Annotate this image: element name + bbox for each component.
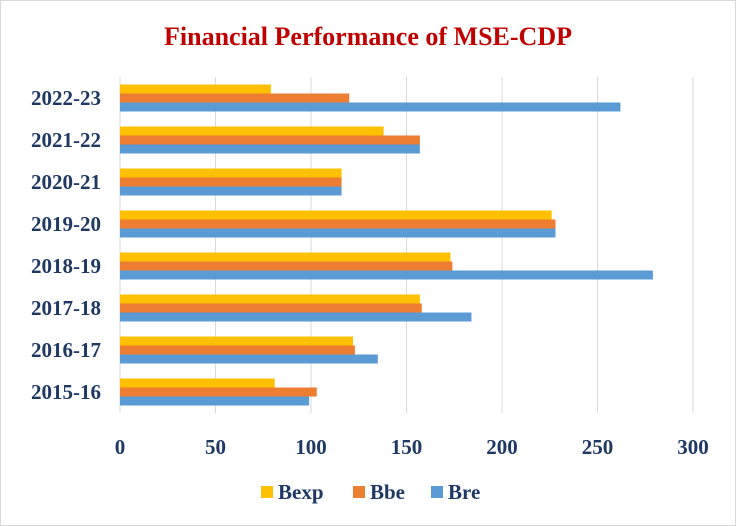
bar-bbe-2019-20 [120,219,556,229]
y-tick-label: 2021-22 [31,128,101,152]
y-axis-ticks: 2015-16 2016-17 2017-18 2018-19 2019-20 2020-… [31,86,101,404]
y-tick-label: 2017-18 [31,296,101,320]
y-tick-label: 2018-19 [31,254,101,278]
legend-label: Bexp [278,480,324,504]
bar-bre-2017-18 [120,312,472,322]
bar-bre-2016-17 [120,354,378,364]
y-tick-label: 2015-16 [31,380,101,404]
x-tick-label: 0 [115,435,126,459]
bar-bexp-2016-17 [120,336,354,346]
bar-bexp-2020-21 [120,168,342,178]
chart-title: Financial Performance of MSE-CDP [164,22,572,51]
x-tick-label: 250 [582,435,614,459]
legend-label: Bbe [370,480,405,504]
bars [120,84,653,406]
bar-bre-2022-23 [120,102,621,112]
legend-label: Bre [448,480,480,504]
legend-item-bexp: Bexp [261,480,324,504]
bar-bbe-2021-22 [120,135,420,145]
bar-bexp-2015-16 [120,378,275,388]
x-tick-label: 300 [677,435,709,459]
y-tick-label: 2019-20 [31,212,101,236]
x-tick-label: 100 [295,435,327,459]
bar-bre-2019-20 [120,228,556,238]
x-tick-label: 50 [205,435,226,459]
bar-bbe-2022-23 [120,93,350,103]
bar-bexp-2017-18 [120,294,420,304]
x-axis-ticks: 0 50 100 150 200 250 300 [115,435,709,459]
legend-item-bre: Bre [431,480,480,504]
bar-bbe-2015-16 [120,387,317,397]
bar-bexp-2022-23 [120,84,271,94]
bar-bbe-2018-19 [120,261,453,271]
bar-bre-2015-16 [120,396,310,406]
legend-item-bbe: Bbe [353,480,405,504]
bar-bbe-2020-21 [120,177,342,187]
bar-bbe-2016-17 [120,345,355,355]
bar-bre-2021-22 [120,144,420,154]
bar-bbe-2017-18 [120,303,422,313]
legend: Bexp Bbe Bre [261,480,480,504]
legend-swatch [261,486,273,498]
y-tick-label: 2020-21 [31,170,101,194]
bar-bre-2020-21 [120,186,342,196]
x-tick-label: 150 [391,435,423,459]
legend-swatch [431,486,443,498]
bar-bre-2018-19 [120,270,653,280]
bar-bexp-2021-22 [120,126,384,136]
bar-bexp-2019-20 [120,210,552,220]
y-tick-label: 2016-17 [31,338,101,362]
x-tick-label: 200 [486,435,518,459]
bar-bexp-2018-19 [120,252,451,262]
legend-swatch [353,486,365,498]
y-tick-label: 2022-23 [31,86,101,110]
